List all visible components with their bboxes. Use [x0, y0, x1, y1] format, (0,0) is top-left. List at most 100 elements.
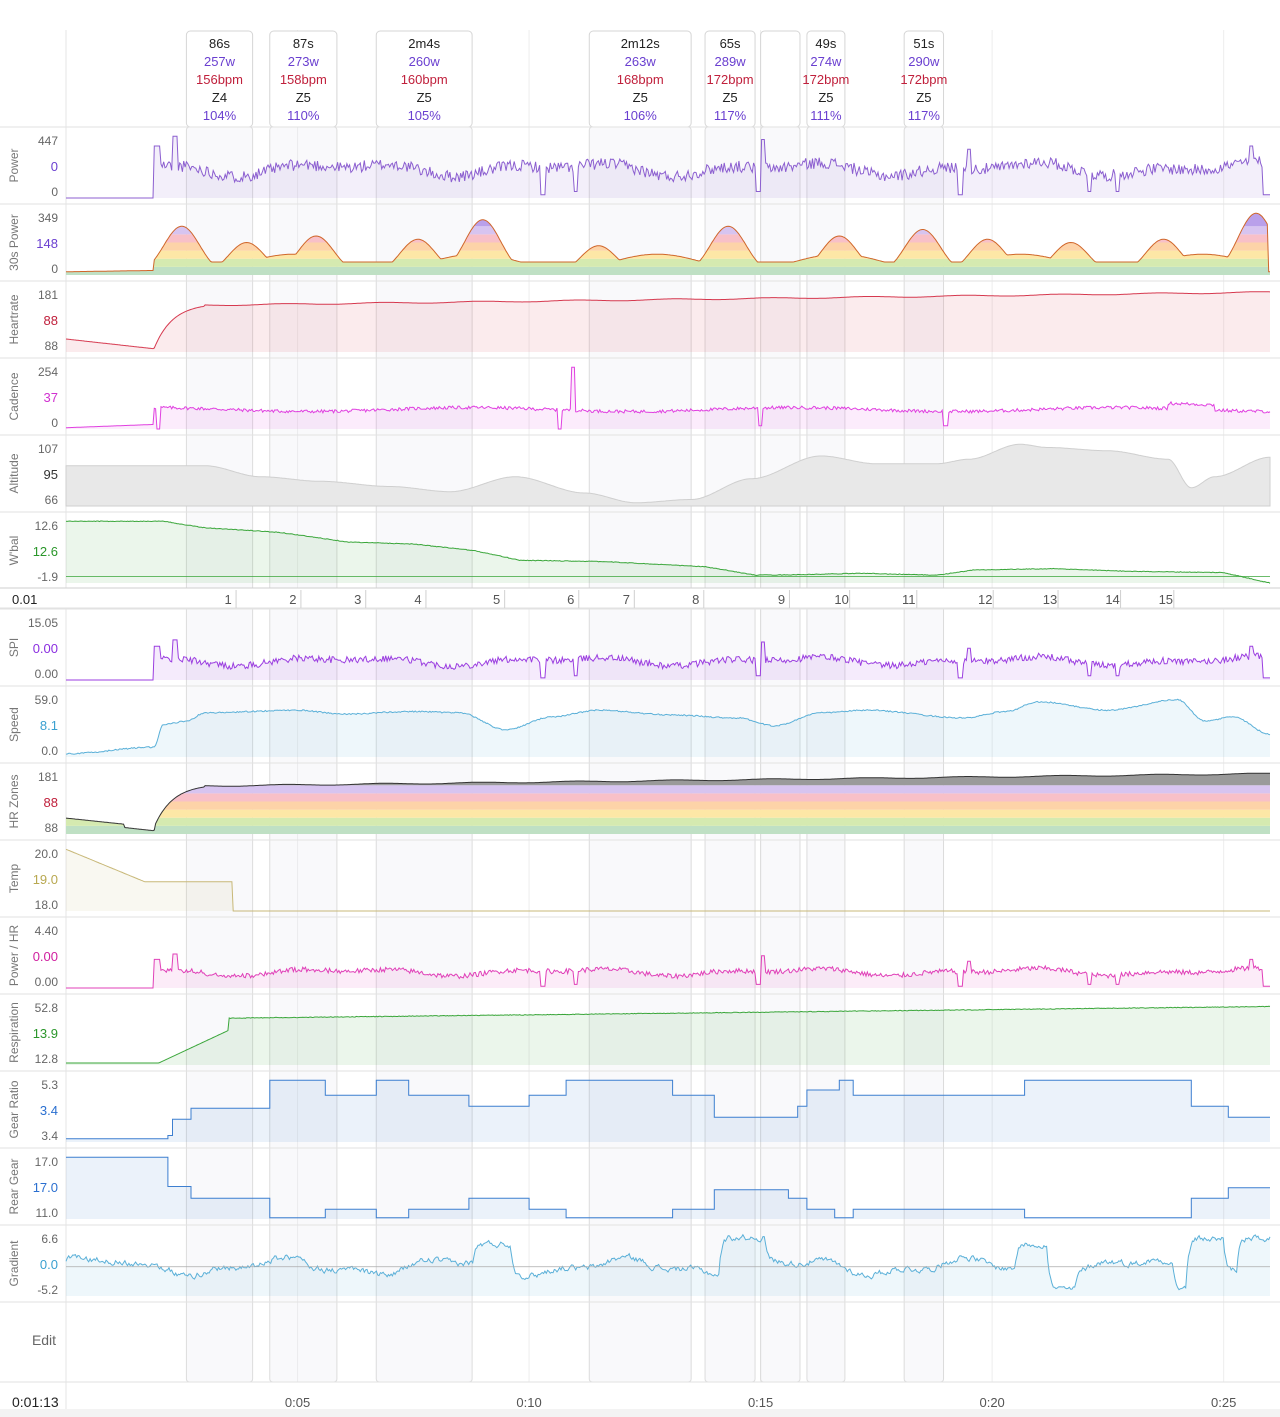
- series-line: [65, 520, 1271, 584]
- panel-altitude[interactable]: Altitude 107 95 66: [0, 434, 1280, 507]
- interval-percent: 106%: [624, 108, 658, 123]
- series-area: [66, 849, 1270, 911]
- panel-gradient[interactable]: Gradient 6.6 0.0 -5.2: [0, 1224, 1280, 1297]
- axis-min-label: 3.4: [41, 1129, 58, 1143]
- lap-number[interactable]: 15: [1159, 592, 1173, 607]
- lap-band: [0, 588, 1280, 608]
- panel-label: Rear Gear: [7, 1158, 21, 1214]
- lap-number[interactable]: 6: [567, 592, 574, 607]
- axis-min-label: 0: [51, 416, 58, 430]
- axis-current-label: 88: [44, 795, 58, 810]
- panel-gear[interactable]: Gear Ratio 5.3 3.4 3.4: [0, 1070, 1280, 1143]
- series-area: [66, 291, 1270, 352]
- interval-highlights[interactable]: 86s 257w 156bpm Z4 104% 87s 273w 158bpm Z5 110% 2m…: [185, 30, 947, 1383]
- lap-number[interactable]: 11: [902, 592, 916, 607]
- axis-max-label: 447: [38, 134, 58, 148]
- interval-zone: Z4: [212, 90, 227, 105]
- interval-duration: 86s: [209, 36, 230, 51]
- lap-number[interactable]: 13: [1043, 592, 1057, 607]
- series-line: [66, 639, 1270, 681]
- series-line: [66, 1005, 1271, 1064]
- panel-label: Power: [7, 148, 21, 182]
- interval-zone: Z5: [633, 90, 648, 105]
- interval-duration: 65s: [720, 36, 741, 51]
- axis-max-label: 6.6: [41, 1232, 58, 1246]
- axis-min-label: 0.00: [35, 667, 59, 681]
- panel-label: HR Zones: [7, 774, 21, 828]
- axis-current-label: 0.00: [33, 641, 58, 656]
- interval-power: 260w: [409, 54, 441, 69]
- lap-number[interactable]: 7: [623, 592, 630, 607]
- series-area: [66, 954, 1270, 988]
- lap-number[interactable]: 5: [493, 592, 500, 607]
- panel-power[interactable]: Power 447 0 0: [0, 126, 1280, 199]
- series-area: [66, 520, 1270, 584]
- lap-number[interactable]: 3: [354, 592, 361, 607]
- series-line: [65, 772, 1270, 832]
- interval-heartrate: 172bpm: [802, 72, 849, 87]
- interval-percent: 105%: [408, 108, 442, 123]
- lap-number[interactable]: 8: [692, 592, 699, 607]
- panel-label: Gear Ratio: [7, 1080, 21, 1138]
- zone-band: [66, 817, 1270, 826]
- interval-heartrate: 160bpm: [401, 72, 448, 87]
- axis-min-label: 11.0: [36, 1206, 59, 1220]
- lap-number[interactable]: 14: [1105, 592, 1119, 607]
- axis-max-label: 59.0: [35, 693, 59, 707]
- axis-max-label: 52.8: [35, 1001, 59, 1015]
- panel-pwrhr[interactable]: Power / HR 4.40 0.00 0.00: [0, 916, 1280, 989]
- axis-current-label: 37: [44, 390, 58, 405]
- axis-max-label: 5.3: [41, 1078, 58, 1092]
- interval-power: 290w: [908, 54, 940, 69]
- panel-label: Temp: [7, 864, 21, 894]
- lap-number[interactable]: 1: [224, 592, 231, 607]
- interval-duration: 51s: [913, 36, 934, 51]
- panel-label: Respiration: [7, 1002, 21, 1063]
- axis-current-label: 0: [51, 159, 58, 174]
- axis-current-label: 95: [44, 467, 58, 482]
- series-area: [66, 1006, 1270, 1065]
- interval-power: 289w: [715, 54, 747, 69]
- zone-band: [66, 801, 1270, 810]
- interval-power: 263w: [625, 54, 657, 69]
- interval-duration: 87s: [293, 36, 314, 51]
- panel-temp[interactable]: Temp 20.0 19.0 18.0: [0, 839, 1280, 912]
- axis-min-label: 18.0: [35, 898, 59, 912]
- panel-speed[interactable]: Speed 59.0 8.1 0.0: [0, 685, 1280, 758]
- lap-number[interactable]: 2: [289, 592, 296, 607]
- zone-band: [66, 825, 1270, 834]
- axis-current-label: 12.6: [33, 544, 58, 559]
- lap-number[interactable]: 12: [978, 592, 992, 607]
- top-bar: [0, 0, 1280, 20]
- lap-number[interactable]: 10: [834, 592, 848, 607]
- axis-max-label: 12.6: [35, 519, 59, 533]
- panel-hr[interactable]: Heartrate 181 88 88: [0, 280, 1280, 353]
- interval-percent: 117%: [908, 108, 941, 123]
- lap-number[interactable]: 9: [778, 592, 785, 607]
- axis-current-label: 0.0: [40, 1257, 58, 1272]
- interval-box[interactable]: [760, 30, 801, 128]
- lap-markers[interactable]: 0.01 1 2 3 4 5 6 7 8 9 10 11 12 13 14 15: [0, 587, 1280, 609]
- axis-min-label: 12.8: [35, 1052, 59, 1066]
- axis-current-label: 148: [36, 236, 58, 251]
- lap-number[interactable]: 4: [414, 592, 421, 607]
- series-line: [66, 135, 1270, 199]
- interval-heartrate: 172bpm: [900, 72, 947, 87]
- edit-button[interactable]: Edit: [32, 1332, 56, 1348]
- panel-resp[interactable]: Respiration 52.8 13.9 12.8: [0, 993, 1280, 1066]
- series-area: [66, 1080, 1270, 1142]
- axis-current-label: 88: [44, 313, 58, 328]
- panel-wbal[interactable]: W'bal 12.6 12.6 -1.9: [0, 511, 1280, 584]
- panel-label: Power / HR: [7, 924, 21, 986]
- panel-spi[interactable]: SPI 15.05 0.00 0.00: [0, 608, 1280, 681]
- axis-min-label: -5.2: [37, 1283, 58, 1297]
- x-tick-label: 0:05: [285, 1395, 310, 1410]
- interval-heartrate: 156bpm: [196, 72, 243, 87]
- panel-reargear[interactable]: Rear Gear 17.0 17.0 11.0: [0, 1147, 1280, 1220]
- panel-label: Speed: [7, 707, 21, 742]
- panel-label: Cadence: [7, 372, 21, 420]
- axis-max-label: 15.05: [28, 616, 58, 630]
- panel-cadence[interactable]: Cadence 254 37 0: [0, 357, 1280, 430]
